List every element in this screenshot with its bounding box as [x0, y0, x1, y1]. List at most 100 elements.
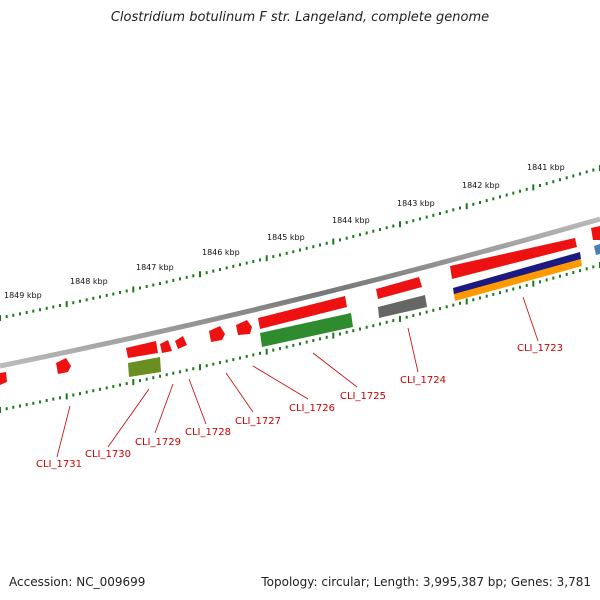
inner-scale-tick — [152, 376, 155, 380]
outer-scale-tick — [39, 308, 41, 312]
outer-scale-tick — [505, 193, 508, 197]
inner-scale-tick — [365, 325, 368, 329]
outer-scale-tick — [79, 299, 81, 303]
inner-scale-tick — [225, 359, 228, 363]
outer-scale-tick — [232, 264, 235, 268]
inner-scale-tick — [485, 294, 488, 298]
inner-scale-tick — [145, 377, 148, 381]
gene-arrow-edge-left[interactable] — [0, 372, 7, 385]
inner-scale-tick — [319, 337, 321, 341]
gene-arrow-cli1727[interactable] — [209, 326, 225, 342]
gene-label-cli1725[interactable]: CLI_1725 — [340, 391, 386, 402]
gene-label-cli1728[interactable]: CLI_1728 — [185, 427, 231, 438]
inner-scale-tick — [425, 310, 428, 314]
inner-scale-tick — [92, 389, 95, 393]
inner-scale-tick — [512, 287, 515, 291]
gene-track — [0, 226, 600, 385]
kbp-label-1848: 1848 kbp — [70, 277, 108, 286]
outer-scale-tick — [219, 268, 221, 271]
inner-scale-tick — [445, 305, 448, 309]
outer-scale-tick — [392, 224, 395, 228]
outer-scale-tick — [525, 187, 528, 191]
gene-label-cli1726[interactable]: CLI_1726 — [289, 403, 335, 414]
inner-scale-tick — [185, 368, 188, 372]
gene-arrow-cli1724[interactable] — [376, 277, 422, 299]
outer-scale-tick — [519, 189, 521, 193]
kbp-label-1843: 1843 kbp — [397, 199, 435, 208]
outer-scale-tick — [25, 311, 28, 314]
gene-arrow-cli1723[interactable] — [450, 238, 577, 279]
outer-scale-tick — [145, 285, 148, 288]
outer-scale-tick — [0, 315, 1, 321]
inner-scale-tick — [279, 347, 281, 351]
inner-scale-tick — [385, 320, 388, 324]
inner-scale-tick — [179, 370, 181, 374]
inner-scale-tick — [212, 362, 215, 366]
inner-scale-tick — [359, 327, 361, 331]
inner-scale-tick — [65, 393, 68, 400]
inner-scale-tick — [0, 407, 1, 413]
gene-label-cli1731[interactable]: CLI_1731 — [36, 459, 82, 470]
genome-backbone — [0, 216, 600, 369]
gene-arrow-cli1731[interactable] — [56, 358, 71, 374]
inner-scale-tick — [5, 407, 8, 411]
outer-scale-tick — [205, 271, 208, 275]
inner-scale-tick — [299, 342, 301, 346]
outer-scale-tick — [12, 313, 15, 317]
gene-arrow-cli1726[interactable] — [236, 320, 252, 335]
outer-scale-tick — [245, 261, 248, 265]
inner-scale-tick — [505, 289, 508, 293]
inner-scale-tick — [272, 348, 275, 352]
inner-scale-tick — [52, 397, 55, 401]
gene-arrow-cli1725[interactable] — [258, 296, 347, 329]
inner-scale-tick — [199, 364, 201, 371]
gene-label-cli1729[interactable]: CLI_1729 — [135, 437, 181, 448]
outer-scale-tick — [452, 208, 455, 212]
inner-scale-tick — [532, 280, 535, 287]
inner-scale-tick — [245, 354, 248, 358]
outer-scale-tick — [119, 291, 121, 294]
inner-scale-tick — [72, 393, 75, 397]
outer-scale-tick — [199, 271, 201, 278]
gene-label-cli1723[interactable]: CLI_1723 — [517, 343, 563, 354]
inner-scale-tick — [305, 340, 308, 344]
outer-scale-tick — [279, 253, 281, 257]
outer-scale-tick — [319, 243, 321, 247]
outer-scale-tick — [5, 315, 8, 319]
outer-scale-tick — [212, 269, 215, 273]
outer-scale-tick — [65, 301, 68, 308]
outer-scale-tick — [485, 199, 488, 203]
outer-scale-tick — [172, 278, 175, 282]
outer-scale-tick — [252, 260, 255, 263]
kbp-label-1847: 1847 kbp — [136, 263, 174, 272]
outer-scale-tick — [419, 217, 421, 221]
inner-scale-tick — [452, 303, 455, 307]
outer-scale-tick — [272, 255, 275, 259]
inner-scale-tick — [12, 405, 15, 409]
outer-scale-tick — [345, 236, 348, 240]
outer-scale-tick — [139, 286, 141, 290]
outer-scale-tick — [19, 312, 21, 316]
outer-scale-tick — [32, 309, 35, 313]
topology-text: Topology: circular; Length: 3,995,387 bp… — [261, 575, 591, 589]
outer-scale-tick — [165, 280, 168, 284]
inner-scale-tick — [459, 301, 461, 305]
gene-label-cli1727[interactable]: CLI_1727 — [235, 416, 281, 427]
outer-scale-tick — [259, 258, 261, 262]
gene-arrow-cli1729[interactable] — [160, 340, 172, 353]
outer-scale-tick — [305, 246, 308, 250]
outer-scale-tick — [312, 245, 315, 249]
inner-scale — [0, 262, 600, 413]
outer-scale-tick — [332, 238, 335, 245]
outer-scale-tick — [425, 215, 428, 219]
inner-scale-tick — [259, 351, 261, 355]
gene-label-cli1724[interactable]: CLI_1724 — [400, 375, 446, 386]
outer-scale-tick — [459, 206, 461, 210]
inner-scale-tick — [345, 330, 348, 334]
inner-scale-tick — [45, 399, 48, 402]
gene-label-cli1730[interactable]: CLI_1730 — [85, 449, 131, 460]
gene-arrow-cli1728[interactable] — [175, 336, 187, 349]
gene-arrow-cli1730[interactable] — [126, 341, 158, 358]
gene-arrow-edge-right[interactable] — [591, 226, 600, 240]
